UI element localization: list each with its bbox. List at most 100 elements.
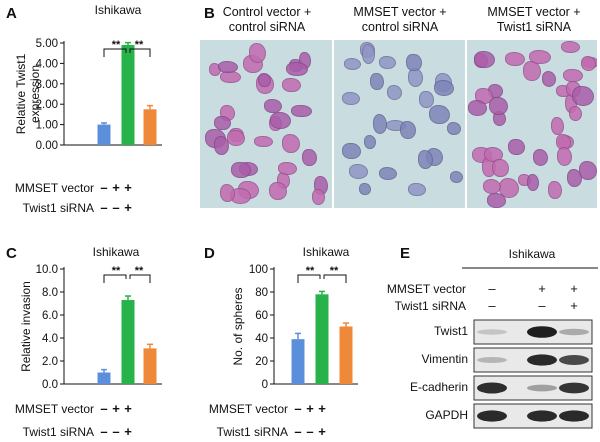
significance-stars: ** bbox=[112, 265, 121, 277]
cell bbox=[282, 134, 300, 154]
panel-letter-a: A bbox=[6, 5, 17, 22]
significance-stars: ** bbox=[306, 265, 315, 277]
cell bbox=[254, 135, 273, 148]
cell bbox=[572, 86, 595, 107]
blot-band bbox=[527, 354, 557, 366]
cell bbox=[269, 182, 288, 200]
cell bbox=[278, 161, 298, 175]
y-axis-label: Relative invasion bbox=[19, 281, 33, 372]
cell bbox=[341, 92, 361, 106]
significance-stars: ** bbox=[330, 265, 339, 277]
row-sign: + bbox=[124, 180, 132, 195]
row-sign: + bbox=[124, 401, 132, 416]
cell bbox=[302, 149, 317, 167]
cell bbox=[560, 41, 580, 53]
cell bbox=[529, 49, 551, 64]
y-tick-label: 8.0 bbox=[42, 287, 58, 299]
row-sign: – bbox=[100, 401, 107, 416]
micrograph-labels: Control vector + control siRNA MMSET vec… bbox=[223, 5, 581, 34]
cell bbox=[269, 111, 291, 129]
row-label-mmset: MMSET vector bbox=[15, 181, 94, 195]
significance-bracket bbox=[129, 48, 151, 57]
row-sign: + bbox=[306, 401, 314, 416]
cell bbox=[417, 150, 434, 170]
blot-band bbox=[559, 328, 589, 336]
row-label-mmset: MMSET vector bbox=[209, 402, 288, 416]
y-tick-label: 4.00 bbox=[36, 58, 58, 70]
cell bbox=[505, 52, 526, 67]
micrograph-label-2-line1: MMSET vector + bbox=[353, 5, 446, 19]
row-sign: – bbox=[294, 401, 301, 416]
y-tick-label: 4.0 bbox=[42, 333, 58, 345]
chart-title: Ishikawa bbox=[93, 245, 140, 259]
row-sign: + bbox=[124, 424, 132, 439]
cell bbox=[474, 51, 496, 69]
blot-condition-label-twist: Twist1 siRNA bbox=[395, 299, 466, 313]
cell bbox=[372, 114, 388, 134]
cell bbox=[361, 44, 376, 64]
bar bbox=[291, 339, 305, 384]
row-sign: – bbox=[294, 424, 301, 439]
panel-letter-e: E bbox=[400, 245, 410, 262]
row-label-mmset: MMSET vector bbox=[15, 402, 94, 416]
chart-title: Ishikawa bbox=[303, 245, 350, 259]
cell bbox=[449, 171, 464, 184]
blot-sign: + bbox=[538, 281, 546, 296]
bar bbox=[97, 372, 111, 384]
significance-bracket bbox=[103, 274, 127, 283]
cell bbox=[249, 42, 267, 63]
cell bbox=[386, 84, 403, 100]
cell bbox=[580, 55, 597, 71]
cell bbox=[492, 158, 509, 177]
y-tick-label: 80 bbox=[255, 287, 268, 299]
cell bbox=[482, 178, 502, 194]
y-tick-label: 0.00 bbox=[36, 140, 58, 152]
cell bbox=[406, 53, 422, 72]
significance-stars: ** bbox=[112, 39, 121, 51]
blot-row-label: Vimentin bbox=[422, 352, 468, 366]
blot-title: Ishikawa bbox=[509, 247, 556, 261]
cell bbox=[343, 58, 362, 70]
blot-band bbox=[477, 410, 507, 422]
micrograph-label-1-line1: Control vector + bbox=[223, 5, 312, 19]
blot-sign: – bbox=[488, 298, 496, 313]
panel-letter-b: B bbox=[204, 5, 215, 22]
y-tick-label: 6.0 bbox=[42, 310, 58, 322]
y-tick-label: 100 bbox=[249, 264, 268, 276]
y-axis-label-line: Relative Twist1 bbox=[14, 53, 28, 134]
y-tick-label: 40 bbox=[255, 333, 268, 345]
panel-letter-d: D bbox=[204, 245, 215, 262]
y-tick-label: 1.00 bbox=[36, 120, 58, 132]
micrograph-label-3-line2: Twist1 siRNA bbox=[497, 20, 572, 34]
blot-band bbox=[477, 357, 507, 363]
micrograph-label-1-line2: control siRNA bbox=[229, 20, 306, 34]
bar bbox=[143, 348, 157, 384]
blot-sign: + bbox=[570, 281, 578, 296]
significance-bracket bbox=[297, 274, 321, 283]
cell bbox=[349, 164, 368, 179]
panel-letter-c: C bbox=[6, 245, 17, 262]
row-sign: + bbox=[112, 180, 120, 195]
significance-stars: ** bbox=[135, 39, 144, 51]
y-axis-label: Relative Twist1expression bbox=[14, 53, 42, 134]
chart-spheres: Ishikawa 0 20 40 60 80 100 No. of spheres ** ** MM… bbox=[209, 245, 358, 439]
blot-row-label: Twist1 bbox=[434, 324, 468, 338]
cell bbox=[379, 167, 398, 180]
y-axis-label: No. of spheres bbox=[231, 287, 245, 365]
cell bbox=[363, 135, 377, 149]
blot-band bbox=[559, 382, 589, 394]
cell bbox=[290, 104, 312, 118]
cell bbox=[547, 180, 562, 200]
y-tick-label: 5.00 bbox=[36, 38, 58, 50]
significance-stars: ** bbox=[135, 265, 144, 277]
cell bbox=[218, 61, 238, 74]
micrograph-label-2-line2: control siRNA bbox=[362, 20, 439, 34]
cell bbox=[532, 148, 549, 166]
row-sign: – bbox=[100, 200, 107, 215]
cell bbox=[407, 68, 424, 87]
cell bbox=[429, 105, 450, 124]
blot-band bbox=[559, 355, 589, 365]
row-label-twist: Twist1 siRNA bbox=[217, 425, 288, 439]
cell bbox=[213, 135, 230, 155]
